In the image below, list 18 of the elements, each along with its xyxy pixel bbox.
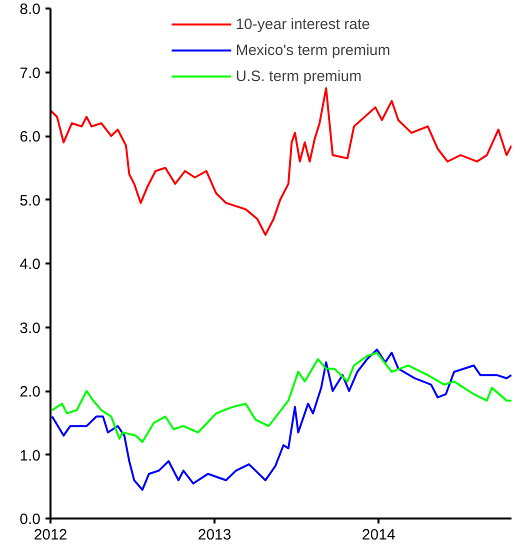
y-tick-label: 8.0 <box>20 1 41 18</box>
y-tick-label: 1.0 <box>20 447 41 464</box>
x-tick-label: 2014 <box>362 526 396 544</box>
y-tick-label: 3.0 <box>20 320 41 337</box>
line-series <box>51 352 512 443</box>
y-tick-label: 4.0 <box>20 256 41 273</box>
legend-label: U.S. term premium <box>236 68 362 84</box>
line-series <box>50 87 512 236</box>
y-tick-label: 6.0 <box>20 128 41 146</box>
y-tick-label: 7.0 <box>20 64 41 82</box>
line-series <box>51 348 512 491</box>
legend-label: Mexico's term premium <box>236 42 390 58</box>
y-tick-label: 5.0 <box>20 192 41 210</box>
y-tick-label: 0.0 <box>20 511 41 528</box>
y-tick-label: 2.0 <box>20 384 41 400</box>
x-tick-label: 2012 <box>34 526 68 544</box>
legend-label: 10-year interest rate <box>236 16 370 32</box>
x-tick-label: 2013 <box>198 526 232 544</box>
